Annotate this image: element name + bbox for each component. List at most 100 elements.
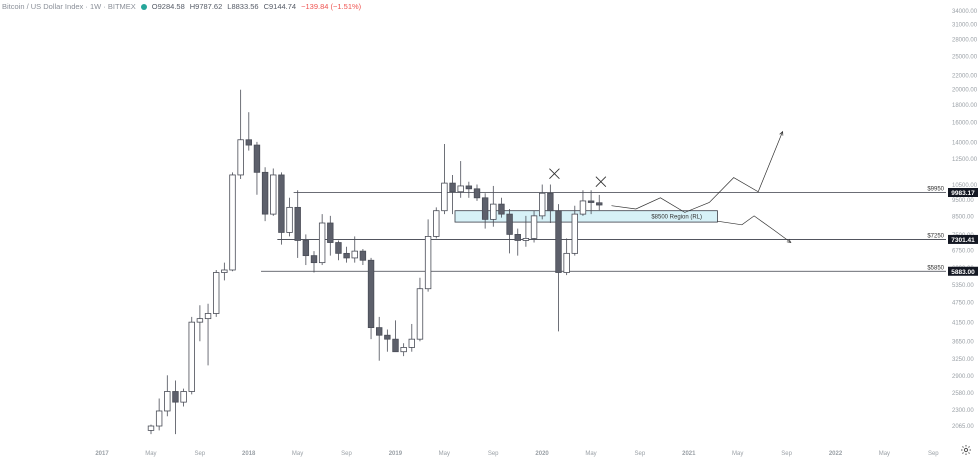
rejection-x-mark <box>595 176 607 188</box>
bullish-candle <box>424 236 432 290</box>
rejection-x-mark <box>549 168 560 179</box>
bullish-candle <box>400 347 407 353</box>
bullish-candle <box>433 210 440 237</box>
bullish-candle <box>147 425 155 431</box>
bullish-candle <box>522 238 530 241</box>
x-tick-label: May <box>585 451 596 457</box>
zone-label: $8500 Region (RL) <box>651 215 702 221</box>
bullish-candle <box>270 174 277 215</box>
x-tick-label: May <box>145 451 156 457</box>
level-label: $9950 <box>927 186 944 192</box>
bearish-candle <box>253 144 261 173</box>
x-tick-label: 2019 <box>389 451 403 457</box>
x-tick-label: Sep <box>194 451 205 457</box>
y-tick-label: 2580.00 <box>952 391 974 397</box>
bearish-candle <box>343 252 350 259</box>
ohlc-high: H9787.62 <box>189 2 223 11</box>
bullish-candle <box>318 222 326 264</box>
bullish-candle <box>196 318 204 323</box>
x-tick-label: May <box>292 451 303 457</box>
y-tick-label: 10500.00 <box>952 183 978 189</box>
x-tick-label: Sep <box>488 451 499 457</box>
price-badge-text: 9983.17 <box>951 190 975 197</box>
y-tick-label: 2065.00 <box>952 424 974 430</box>
ohlc-close: C9144.74 <box>263 2 297 11</box>
x-tick-label: Sep <box>635 451 646 457</box>
y-tick-label: 2300.00 <box>952 408 974 414</box>
x-tick-label: May <box>879 451 890 457</box>
x-tick-label: 2022 <box>829 451 843 457</box>
y-tick-label: 34000.00 <box>952 9 978 15</box>
x-tick-label: 2020 <box>535 451 549 457</box>
bullish-candle <box>164 391 171 412</box>
x-tick-label: May <box>439 451 450 457</box>
ohlc-open: O9284.58 <box>151 2 185 11</box>
projection-path <box>611 131 783 213</box>
projection-arrowhead <box>786 238 792 244</box>
bearish-candle <box>547 192 554 212</box>
projection-path <box>717 215 792 243</box>
bearish-candle <box>596 202 603 206</box>
bearish-candle <box>392 338 399 353</box>
bearish-candle <box>278 174 285 233</box>
bullish-candle <box>351 250 358 259</box>
y-tick-label: 12500.00 <box>952 157 978 163</box>
bearish-candle <box>261 171 269 215</box>
y-tick-label: 6750.00 <box>952 249 974 255</box>
symbol-title: Bitcoin / US Dollar Index · 1W · BITMEX <box>2 2 136 11</box>
settings-gear-icon[interactable] <box>960 444 972 456</box>
bullish-candle <box>490 203 497 220</box>
level-label: $5850 <box>927 265 944 271</box>
bullish-candle <box>539 192 546 217</box>
y-tick-label: 31000.00 <box>952 22 978 28</box>
x-tick-label: 2021 <box>682 451 696 457</box>
bullish-candle <box>530 215 538 239</box>
y-tick-label: 9500.00 <box>952 198 974 204</box>
bearish-candle <box>514 234 521 241</box>
y-tick-label: 20000.00 <box>952 87 978 93</box>
bullish-candle <box>286 206 293 233</box>
ohlc-low: L8833.56 <box>227 2 259 11</box>
y-tick-label: 16000.00 <box>952 121 978 127</box>
bearish-candle <box>506 213 513 235</box>
y-tick-label: 28000.00 <box>952 38 978 44</box>
bullish-candle <box>237 139 244 176</box>
chart-legend: Bitcoin / US Dollar Index · 1W · BITMEX … <box>2 2 361 11</box>
bearish-candle <box>449 182 456 193</box>
bearish-candle <box>172 391 179 403</box>
y-tick-label: 3250.00 <box>952 357 974 363</box>
bullish-candle <box>155 410 163 427</box>
y-tick-label: 18000.00 <box>952 103 978 109</box>
x-tick-label: May <box>732 451 743 457</box>
y-tick-label: 2900.00 <box>952 374 974 380</box>
y-tick-label: 14000.00 <box>952 140 978 146</box>
y-tick-label: 22000.00 <box>952 73 978 79</box>
bearish-candle <box>245 139 252 146</box>
bearish-candle <box>587 200 595 203</box>
resistance-zone <box>454 210 718 223</box>
ohlc-change: −139.84 (−1.51%) <box>301 2 362 11</box>
y-tick-label: 3650.00 <box>952 340 974 346</box>
bearish-candle <box>359 250 367 261</box>
bearish-candle <box>375 327 383 336</box>
price-badge-text: 5883.00 <box>951 269 975 276</box>
bearish-candle <box>465 185 473 190</box>
x-tick-label: Sep <box>341 451 352 457</box>
y-tick-label: 8500.00 <box>952 214 974 220</box>
bearish-candle <box>481 197 489 220</box>
bearish-candle <box>367 259 375 329</box>
bearish-candle <box>327 222 334 243</box>
y-tick-label: 4150.00 <box>952 321 974 327</box>
bullish-candle <box>563 252 570 273</box>
bullish-candle <box>408 338 415 348</box>
price-badge-text: 7301.41 <box>951 237 975 244</box>
bullish-candle <box>441 182 448 212</box>
bullish-candle <box>579 200 587 215</box>
price-badge <box>948 234 978 244</box>
bullish-candle <box>457 185 464 193</box>
bearish-candle <box>302 240 310 257</box>
bearish-candle <box>473 188 481 199</box>
x-tick-label: Sep <box>928 451 939 457</box>
bullish-candle <box>180 391 187 403</box>
